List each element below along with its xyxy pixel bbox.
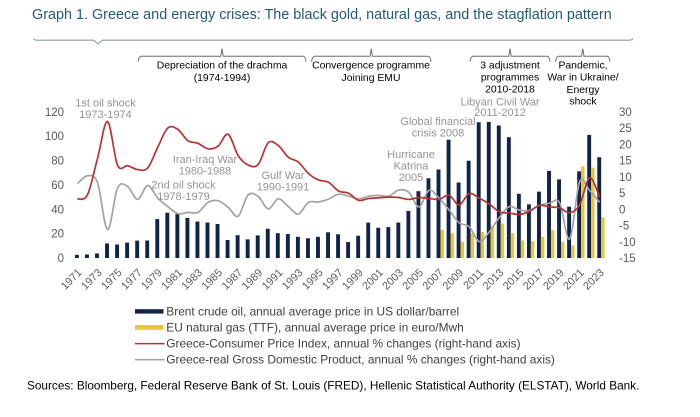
svg-text:crisis 2008: crisis 2008 [412, 128, 465, 140]
svg-text:2013: 2013 [481, 267, 507, 293]
svg-text:2005: 2005 [399, 172, 423, 184]
svg-text:1990-1991: 1990-1991 [257, 182, 310, 194]
svg-text:2010-2018: 2010-2018 [485, 84, 535, 95]
svg-text:Gulf War: Gulf War [262, 170, 305, 182]
svg-text:1975: 1975 [99, 267, 125, 293]
svg-text:War in Ukraine/: War in Ukraine/ [547, 73, 618, 84]
svg-text:10: 10 [619, 172, 632, 184]
svg-text:120: 120 [45, 107, 64, 119]
svg-text:20: 20 [619, 139, 632, 151]
svg-text:1989: 1989 [240, 267, 266, 293]
svg-text:2nd oil shock: 2nd oil shock [151, 180, 216, 192]
svg-text:1977: 1977 [119, 267, 145, 293]
svg-text:1980-1988: 1980-1988 [179, 166, 232, 178]
svg-text:Libyan Civil War: Libyan Civil War [460, 97, 539, 109]
svg-text:2019: 2019 [541, 267, 567, 293]
svg-text:2005: 2005 [400, 267, 426, 293]
svg-text:1999: 1999 [340, 267, 366, 293]
svg-text:2011: 2011 [461, 267, 486, 292]
svg-text:Global financial: Global financial [400, 116, 475, 128]
svg-text:Iran-Iraq War: Iran-Iraq War [173, 154, 238, 166]
svg-text:2011-2012: 2011-2012 [474, 107, 526, 119]
svg-text:0: 0 [58, 253, 64, 265]
svg-text:1995: 1995 [300, 267, 326, 293]
svg-text:Katrina: Katrina [394, 161, 430, 173]
svg-text:1973-1974: 1973-1974 [79, 109, 132, 121]
svg-text:Brent crude oil, annual averag: Brent crude oil, annual average price in… [166, 304, 459, 318]
svg-text:1st oil shock: 1st oil shock [75, 98, 136, 110]
svg-text:Hurricane: Hurricane [387, 149, 435, 161]
svg-text:Joining EMU: Joining EMU [342, 73, 401, 84]
svg-text:Depreciation of the drachma: Depreciation of the drachma [157, 61, 288, 72]
svg-text:1985: 1985 [199, 267, 225, 293]
svg-text:100: 100 [45, 131, 64, 143]
svg-text:2015: 2015 [501, 267, 527, 293]
svg-text:(1974-1994): (1974-1994) [194, 73, 251, 84]
svg-text:Greece-real Gross Domestic Pro: Greece-real Gross Domestic Product, annu… [166, 353, 555, 367]
svg-text:15: 15 [619, 156, 632, 168]
svg-text:2007: 2007 [420, 267, 446, 293]
svg-text:2009: 2009 [441, 267, 467, 293]
svg-text:Sources: Bloomberg, Federal Re: Sources: Bloomberg, Federal Reserve Bank… [27, 379, 639, 393]
svg-text:2001: 2001 [360, 267, 386, 293]
svg-text:programmes: programmes [481, 73, 539, 84]
svg-text:Energy: Energy [567, 85, 601, 96]
svg-text:2021: 2021 [561, 267, 587, 293]
svg-text:1983: 1983 [179, 267, 205, 293]
svg-text:1971: 1971 [59, 267, 85, 293]
svg-text:30: 30 [619, 107, 632, 119]
svg-text:shock: shock [569, 97, 597, 108]
svg-text:5: 5 [619, 188, 625, 200]
svg-text:1991: 1991 [260, 267, 286, 293]
svg-text:1979: 1979 [139, 267, 165, 293]
svg-text:60: 60 [51, 180, 64, 192]
svg-text:2017: 2017 [521, 267, 547, 293]
svg-text:EU natural gas (TTF), annual a: EU natural gas (TTF), annual average pri… [166, 320, 463, 334]
svg-text:2023: 2023 [581, 267, 607, 293]
svg-text:1978-1979: 1978-1979 [157, 191, 210, 203]
svg-text:80: 80 [51, 156, 64, 168]
svg-text:25: 25 [619, 123, 632, 135]
svg-text:Convergence programme: Convergence programme [312, 61, 430, 72]
svg-text:Greece-Consumer Price Index, a: Greece-Consumer Price Index, annual % ch… [166, 337, 520, 351]
svg-text:0: 0 [619, 204, 625, 216]
svg-text:-15: -15 [619, 253, 636, 265]
svg-text:1981: 1981 [159, 267, 185, 293]
svg-text:40: 40 [51, 204, 64, 216]
svg-text:1987: 1987 [220, 267, 246, 293]
svg-text:Pandemic,: Pandemic, [558, 61, 607, 72]
svg-text:3 adjustment: 3 adjustment [480, 61, 540, 72]
svg-text:20: 20 [51, 229, 64, 241]
svg-text:1997: 1997 [320, 267, 346, 293]
svg-text:-10: -10 [619, 237, 636, 249]
svg-text:1993: 1993 [280, 267, 306, 293]
svg-text:-5: -5 [619, 221, 629, 233]
svg-text:2003: 2003 [380, 267, 406, 293]
svg-text:1973: 1973 [79, 267, 105, 293]
